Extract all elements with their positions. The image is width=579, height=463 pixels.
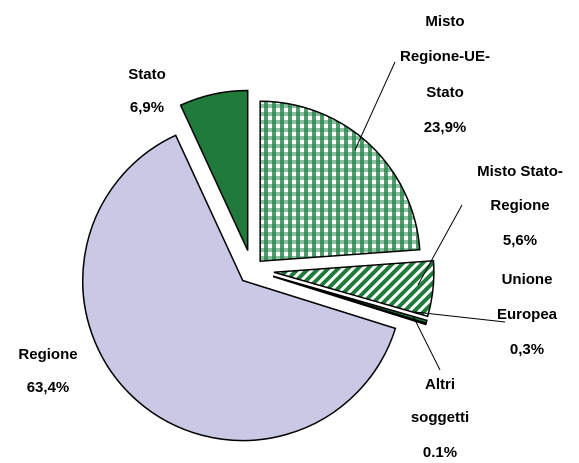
slice-label: Regione bbox=[490, 197, 549, 214]
pie-slice bbox=[272, 275, 427, 326]
pie-slice bbox=[179, 89, 249, 251]
value-label: 5,6% bbox=[503, 232, 537, 249]
slice-label: Stato bbox=[128, 66, 166, 83]
slice-label: Unione bbox=[502, 271, 553, 288]
leader-line bbox=[414, 311, 506, 323]
slice-label: Regione bbox=[18, 346, 77, 363]
slices bbox=[82, 89, 435, 442]
pie-slice bbox=[259, 100, 421, 263]
slice-label: Altri bbox=[425, 376, 455, 393]
slice-label: Misto Stato- bbox=[477, 163, 563, 180]
leader-line bbox=[412, 315, 441, 371]
leader-line bbox=[417, 204, 463, 286]
slice-label: soggetti bbox=[411, 409, 469, 426]
slice-label: Regione-UE- bbox=[400, 48, 490, 65]
value-label: 23,9% bbox=[424, 119, 467, 136]
value-label: 0.1% bbox=[423, 444, 457, 461]
slice-label: Stato bbox=[426, 84, 464, 101]
value-label: 63,4% bbox=[27, 379, 70, 396]
slice-label: Europea bbox=[497, 306, 558, 323]
labels: Misto Regione-UE- Stato 23,9% Misto Stato- Re… bbox=[18, 13, 563, 461]
leader-line bbox=[354, 61, 396, 151]
value-label: 6,9% bbox=[130, 99, 164, 116]
slice-label: Misto bbox=[425, 13, 464, 30]
pie-slice bbox=[82, 134, 397, 442]
pie-slice bbox=[273, 259, 435, 318]
value-label: 0,3% bbox=[510, 341, 544, 358]
